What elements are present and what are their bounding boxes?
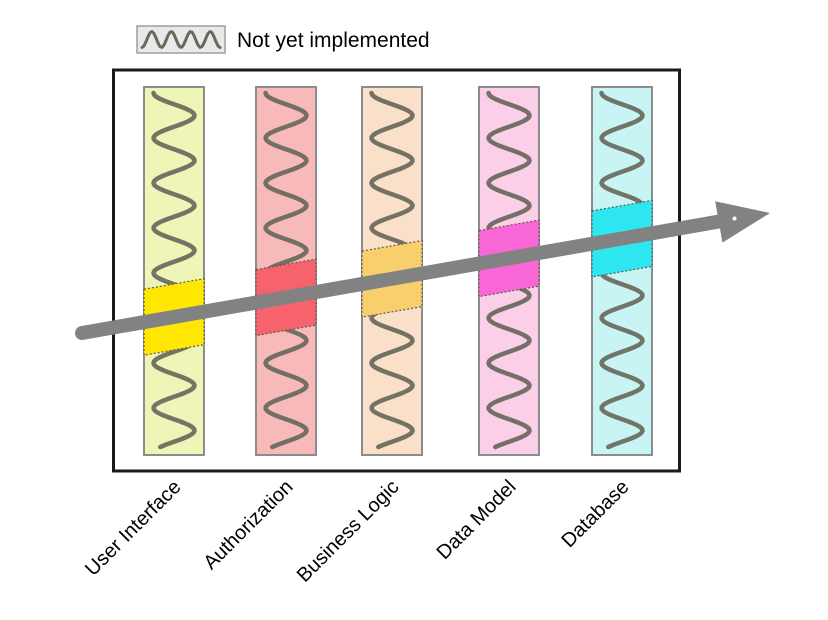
layer-label-database: Database — [557, 476, 633, 552]
layer-bar-database — [591, 86, 653, 456]
layer-label-authorization: Authorization — [199, 476, 297, 574]
arrow-shaft — [75, 214, 729, 340]
legend: Not yet implemented — [136, 25, 430, 54]
layer-bar-data-model — [478, 86, 540, 456]
layer-label-data-model: Data Model — [433, 476, 521, 564]
arrow-head-icon — [715, 201, 770, 243]
progress-arrow — [75, 201, 770, 340]
layer-label-user-interface: User Interface — [81, 476, 185, 580]
legend-squiggle-icon — [140, 30, 222, 49]
layer-labels: User Interface Authorization Business Lo… — [81, 476, 633, 587]
layer-label-business-logic: Business Logic — [293, 476, 404, 587]
legend-label: Not yet implemented — [237, 29, 430, 52]
arrow-head-dot — [732, 216, 737, 221]
not-implemented-squiggle — [151, 90, 197, 450]
layer-bar-user-interface — [143, 86, 205, 456]
layer-bar-authorization — [255, 86, 317, 456]
legend-swatch — [136, 25, 226, 54]
